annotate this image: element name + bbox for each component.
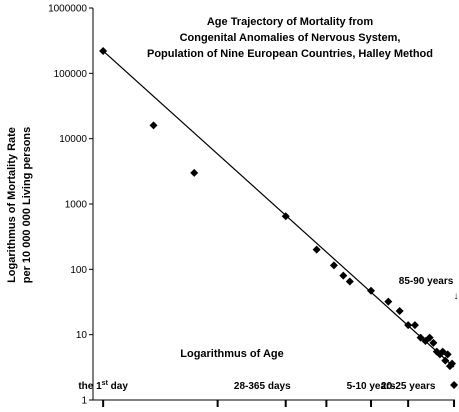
x-annotation-label: 28-365 days <box>234 381 291 392</box>
y-tick-label: 1000 <box>65 200 88 211</box>
data-point <box>441 356 450 365</box>
title-line-2: Congenital Anomalies of Nervous System, <box>180 32 401 44</box>
y-axis-label-line-1: Logarithmus of Mortality Rate <box>6 127 18 283</box>
data-point <box>404 321 413 330</box>
arrow-annotation: 85-90 years↓ <box>399 276 459 302</box>
x-axis-ticks <box>102 400 456 407</box>
plot-area <box>92 8 455 401</box>
data-point <box>99 46 108 55</box>
y-axis-label: Logarithmus of Mortality Rate per 10 000… <box>6 127 33 284</box>
data-point <box>416 333 425 342</box>
x-annotation-label: 20-25 years <box>381 381 436 392</box>
y-tick-label: 1 <box>81 396 87 407</box>
data-point <box>329 261 338 270</box>
data-point <box>429 338 438 347</box>
data-point <box>367 286 376 295</box>
y-tick-label: 10 <box>76 330 88 341</box>
down-arrow-icon: ↓ <box>454 291 459 302</box>
data-point <box>425 333 434 342</box>
data-point <box>395 307 404 316</box>
data-point <box>312 245 321 254</box>
x-annotation-label: 5-10 years <box>347 381 396 392</box>
data-point <box>345 277 354 286</box>
trend-line <box>102 50 455 368</box>
data-point <box>384 297 393 306</box>
chart-title: Age Trajectory of Mortality from Congeni… <box>147 16 433 60</box>
title-line-1: Age Trajectory of Mortality from <box>207 16 373 28</box>
data-point <box>190 168 199 177</box>
data-point <box>410 321 419 330</box>
y-axis-ticks: 1000000 100000 10000 1000 100 10 1 <box>48 4 93 407</box>
y-tick-label: 1000000 <box>48 4 87 15</box>
x-axis-label: Logarithmus of Age <box>180 348 283 360</box>
y-tick-label: 10000 <box>59 134 87 145</box>
trend-line-group <box>102 50 455 368</box>
data-points <box>99 46 459 389</box>
data-point <box>448 359 457 368</box>
y-tick-label: 100000 <box>54 69 88 80</box>
arrow-annotation-label: 85-90 years <box>399 276 454 287</box>
y-axis-label-line-2: per 10 000 000 Living persons <box>21 127 33 284</box>
title-line-3: Population of Nine European Countries, H… <box>147 48 433 60</box>
data-point <box>450 380 459 389</box>
data-point <box>443 350 452 359</box>
data-point <box>339 271 348 280</box>
data-point <box>149 121 158 130</box>
x-annotation-label: the 1st day <box>78 380 128 392</box>
y-tick-label: 100 <box>70 265 87 276</box>
data-point <box>281 212 290 221</box>
